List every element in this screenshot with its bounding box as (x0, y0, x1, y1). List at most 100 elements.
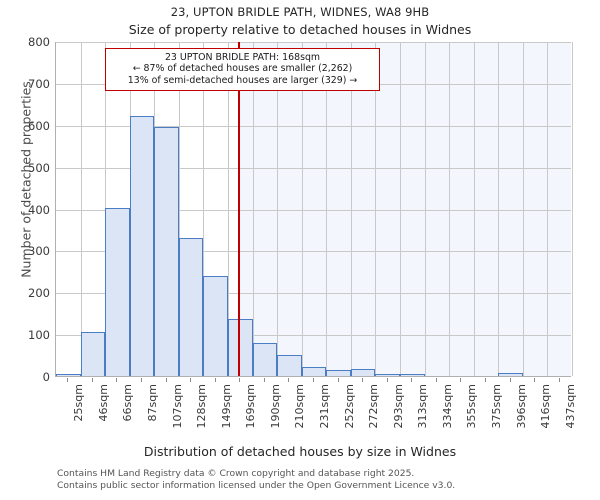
histogram-bar (252, 342, 278, 376)
x-axis-tick-label: 107sqm (170, 384, 184, 429)
gridline-horizontal (56, 168, 571, 169)
annotation-line-3: 13% of semi-detached houses are larger (… (127, 74, 358, 86)
y-axis-tick-label: 200 (28, 286, 50, 301)
x-axis-tick-label: 272sqm (367, 384, 381, 429)
x-axis-tick-label: 437sqm (563, 384, 577, 429)
x-axis-tick-mark (362, 378, 363, 382)
footer-line-2: Contains public sector information licen… (57, 479, 456, 491)
x-axis-tick-label: 293sqm (391, 384, 405, 429)
x-axis-tick-label: 416sqm (539, 384, 553, 429)
x-axis-tick-mark (239, 378, 240, 382)
footer-line-1: Contains HM Land Registry data © Crown c… (57, 468, 415, 479)
x-axis-label: Distribution of detached houses by size … (143, 444, 457, 459)
gridline-vertical (81, 42, 82, 376)
gridline-vertical (253, 42, 254, 376)
bar-series (56, 42, 571, 376)
x-axis-tick-mark (559, 378, 560, 382)
x-axis-tick-mark (67, 378, 68, 382)
chart-subtitle: Size of property relative to detached ho… (128, 22, 472, 37)
gridline-vertical (400, 42, 401, 376)
page-title: 23, UPTON BRIDLE PATH, WIDNES, WA8 9HB (170, 5, 430, 19)
annotation-line-1: 23 UPTON BRIDLE PATH: 168sqm (164, 52, 321, 63)
gridline-vertical (179, 42, 180, 376)
gridline-vertical (277, 42, 278, 376)
gridline-vertical (375, 42, 376, 376)
histogram-bar (400, 373, 425, 376)
x-axis-tick-mark (510, 378, 511, 382)
gridline-horizontal (56, 126, 571, 127)
x-axis-tick-label: 355sqm (465, 384, 479, 429)
x-axis-tick-label: 25sqm (72, 384, 86, 422)
histogram-bar (105, 207, 130, 376)
y-axis-tick-label: 100 (28, 328, 50, 343)
x-axis-tick-mark (116, 378, 117, 382)
x-axis-tick-mark (534, 378, 535, 382)
y-axis-tick-label: 0 (42, 370, 50, 384)
annotation-line-2: ← 87% of detached houses are smaller (2,… (132, 63, 353, 75)
x-axis-tick-label: 128sqm (195, 384, 209, 429)
histogram-bar (326, 370, 351, 376)
x-axis-tick-mark (141, 378, 142, 382)
attribution-footer: Contains HM Land Registry data © Crown c… (57, 468, 455, 491)
x-axis-tick-label: 252sqm (342, 384, 356, 429)
histogram-bar (350, 369, 376, 376)
gridline-vertical (351, 42, 352, 376)
gridline-vertical (474, 42, 475, 376)
x-axis-tick-label: 46sqm (96, 384, 110, 422)
x-axis-tick-label: 210sqm (293, 384, 307, 429)
histogram-bar (56, 373, 81, 376)
gridline-vertical (326, 42, 327, 376)
x-axis-tick-mark (436, 378, 437, 382)
y-axis-ticks: 0 100 200 300 400 500 600 700 800 (0, 35, 50, 384)
y-axis-tick-label: 300 (28, 244, 50, 259)
histogram-bar (80, 332, 106, 376)
plot-area (55, 42, 573, 377)
x-axis-tick-label: 231sqm (318, 384, 331, 429)
x-axis-tick-label: 66sqm (121, 384, 135, 422)
x-axis-tick-label: 169sqm (244, 384, 258, 429)
chart-title-block: 23, UPTON BRIDLE PATH, WIDNES, WA8 9HB S… (0, 4, 600, 39)
y-axis-tick-label: 400 (28, 202, 50, 217)
gridline-vertical (449, 42, 450, 376)
gridline-vertical (425, 42, 426, 376)
histogram-bar (498, 373, 523, 376)
y-axis-label: Number of detached properties (18, 81, 34, 278)
gridline-vertical (498, 42, 499, 376)
x-axis-tick-label: 313sqm (416, 384, 430, 429)
histogram-bar (228, 319, 253, 376)
x-axis-ticks: 25sqm 46sqm 66sqm 87sqm 107sqm 128sqm 149sqm 16… (55, 378, 577, 442)
y-axis-tick-label: 600 (28, 118, 50, 133)
histogram-bar (277, 355, 302, 376)
x-axis-tick-mark (92, 378, 93, 382)
x-axis-tick-mark (313, 378, 314, 382)
histogram-bar (154, 127, 179, 376)
x-axis-tick-mark (460, 378, 461, 382)
gridline-vertical (547, 42, 548, 376)
x-axis-tick-label: 149sqm (219, 384, 233, 429)
property-marker-line (237, 42, 240, 376)
y-axis-tick-label: 700 (28, 76, 50, 91)
histogram-bar (301, 366, 327, 376)
x-axis-tick-mark (387, 378, 388, 382)
x-axis-tick-mark (338, 378, 339, 382)
plot-shade-right (238, 42, 571, 376)
x-axis-tick-label: 87sqm (146, 384, 159, 422)
y-axis-tick-label: 500 (28, 160, 50, 175)
x-axis-tick-mark (215, 378, 216, 382)
y-axis-tick-label: 800 (28, 35, 50, 49)
x-axis-tick-mark (485, 378, 486, 382)
gridline-vertical (302, 42, 303, 376)
histogram-bar (178, 237, 204, 376)
x-axis-tick-mark (288, 378, 289, 382)
property-annotation-box: 23 UPTON BRIDLE PATH: 168sqm ← 87% of de… (105, 48, 380, 92)
gridline-horizontal (56, 293, 571, 294)
x-axis-tick-mark (166, 378, 167, 382)
gridline-vertical (523, 42, 524, 376)
x-axis-tick-label: 396sqm (514, 384, 528, 429)
x-axis-tick-mark (411, 378, 412, 382)
x-axis-tick-mark (264, 378, 265, 382)
histogram-bar (129, 116, 155, 376)
gridline-vertical (203, 42, 204, 376)
gridline-vertical (572, 42, 573, 376)
